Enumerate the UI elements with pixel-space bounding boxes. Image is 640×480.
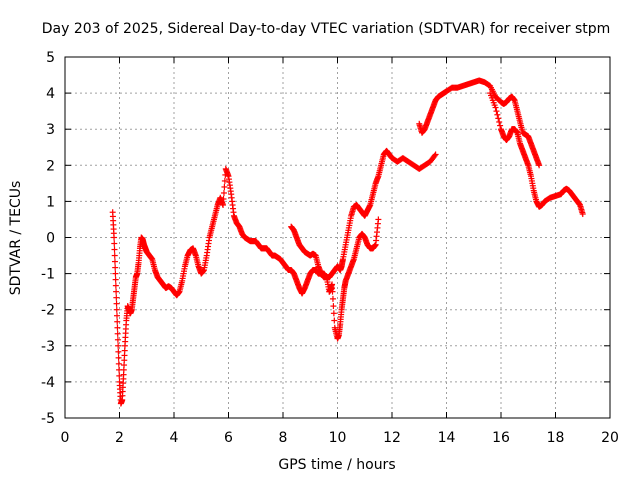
y-tick-label: -2 — [41, 303, 55, 319]
data-point — [431, 152, 438, 159]
grid-lines — [65, 57, 610, 418]
data-point — [116, 372, 123, 379]
data-point — [329, 295, 336, 302]
data-point — [375, 216, 382, 223]
y-tick-label: 0 — [46, 231, 55, 247]
data-point — [111, 234, 118, 241]
data-point — [495, 115, 502, 122]
x-tick-label: 4 — [170, 430, 179, 446]
data-point — [115, 360, 122, 367]
y-tick-label: -4 — [41, 375, 55, 391]
x-axis-label: GPS time / hours — [278, 457, 395, 473]
data-point — [492, 104, 499, 111]
data-point — [579, 211, 586, 218]
x-tick-label: 14 — [438, 430, 456, 446]
data-point — [115, 342, 122, 349]
data-points — [109, 77, 586, 407]
data-point — [493, 108, 500, 115]
data-point — [494, 111, 501, 118]
data-point — [536, 162, 543, 169]
data-point — [331, 317, 338, 324]
data-point — [113, 294, 120, 301]
chart-title: Day 203 of 2025, Sidereal Day-to-day VTE… — [42, 21, 611, 37]
y-tick-label: 3 — [46, 122, 55, 138]
data-point — [112, 282, 119, 289]
data-point — [221, 177, 228, 184]
data-point — [220, 195, 227, 202]
y-tick-label: 5 — [46, 50, 55, 66]
data-point — [111, 240, 118, 247]
data-point — [113, 306, 120, 313]
y-axis-label: SDTVAR / TECUs — [8, 181, 24, 296]
y-tick-label: 2 — [46, 158, 55, 174]
data-point — [111, 258, 118, 265]
data-point — [220, 189, 227, 196]
data-point — [330, 310, 337, 317]
x-tick-label: 0 — [61, 430, 70, 446]
data-point — [497, 122, 504, 129]
data-point — [114, 318, 121, 325]
data-point — [113, 300, 120, 307]
data-point — [114, 324, 121, 331]
x-tick-label: 16 — [492, 430, 510, 446]
data-point — [114, 336, 121, 343]
x-tick-label: 6 — [224, 430, 233, 446]
data-point — [112, 276, 119, 283]
data-point — [330, 303, 337, 310]
data-point — [496, 118, 503, 125]
x-tick-label: 2 — [115, 430, 124, 446]
data-point — [221, 183, 228, 190]
data-point — [114, 330, 121, 337]
data-point — [329, 285, 336, 292]
x-tick-label: 12 — [383, 430, 401, 446]
y-tick-label: -5 — [41, 411, 55, 427]
x-tick-label: 18 — [547, 430, 565, 446]
y-tick-label: -3 — [41, 339, 55, 355]
data-point — [115, 354, 122, 361]
y-tick-label: 1 — [46, 194, 55, 210]
data-point — [113, 288, 120, 295]
x-tick-label: 8 — [279, 430, 288, 446]
data-point — [111, 252, 118, 259]
data-point — [111, 246, 118, 253]
data-point — [115, 348, 122, 355]
x-tick-label: 10 — [329, 430, 347, 446]
plot-frame — [64, 56, 611, 419]
x-tick-label: 20 — [601, 430, 619, 446]
data-point — [112, 270, 119, 277]
y-tick-label: 4 — [46, 86, 55, 102]
y-tick-label: -1 — [41, 267, 55, 283]
data-point — [432, 151, 439, 158]
data-point — [112, 264, 119, 271]
data-point — [114, 312, 121, 319]
data-point — [220, 202, 227, 209]
